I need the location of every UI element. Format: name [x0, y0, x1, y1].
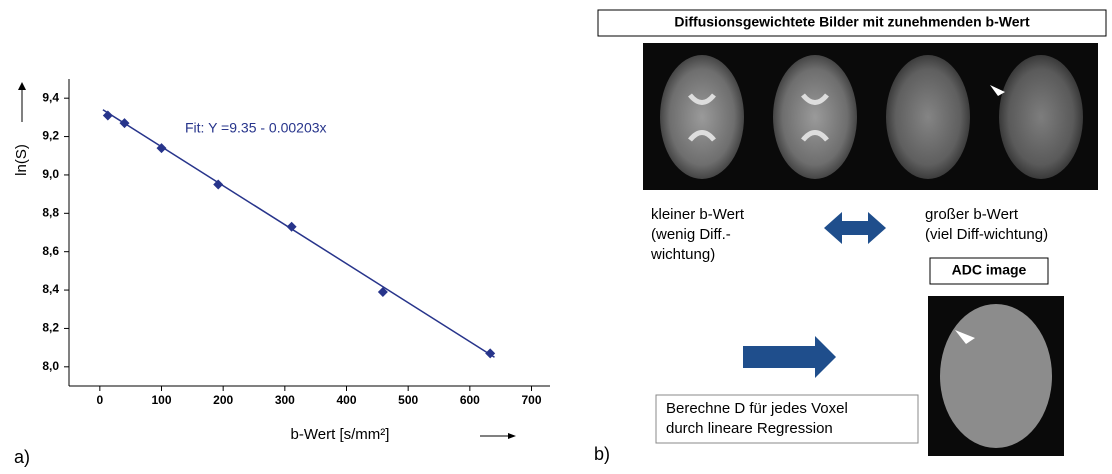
y-tick-label: 8,0 — [42, 359, 59, 373]
caption: (viel Diff-wichtung) — [925, 226, 1048, 243]
x-tick-label: 600 — [460, 393, 480, 407]
axis-arrow — [18, 82, 26, 90]
brain — [886, 55, 970, 179]
x-tick-label: 400 — [336, 393, 356, 407]
brain — [940, 304, 1052, 448]
y-tick-label: 8,6 — [42, 244, 59, 258]
y-tick-label: 8,8 — [42, 205, 59, 219]
brain — [773, 55, 857, 179]
brain — [999, 55, 1083, 179]
panel-label: a) — [14, 447, 30, 467]
y-tick-label: 9,2 — [42, 129, 59, 143]
double-arrow — [824, 212, 886, 244]
x-tick-label: 500 — [398, 393, 418, 407]
brain — [660, 55, 744, 179]
caption: (wenig Diff.- — [651, 226, 731, 243]
data-point — [103, 110, 113, 120]
y-axis-label: ln(S) — [13, 144, 30, 176]
x-tick-label: 0 — [96, 393, 103, 407]
figure: a) b) ln(S) b-Wert [s/mm²] Fit: Y =9.35 … — [0, 0, 1112, 469]
y-tick-label: 9,4 — [42, 90, 59, 104]
panel-label: b) — [594, 444, 610, 464]
y-tick-label: 8,4 — [42, 282, 59, 296]
note: durch lineare Regression — [666, 420, 833, 437]
x-axis-label: b-Wert [s/mm²] — [291, 426, 390, 443]
caption: wichtung) — [650, 246, 715, 263]
fit-label: Fit: Y =9.35 - 0.00203x — [185, 120, 327, 136]
y-tick-label: 9,0 — [42, 167, 59, 181]
y-tick-label: 8,2 — [42, 321, 59, 335]
data-point — [287, 222, 297, 232]
data-point — [120, 118, 130, 128]
x-tick-label: 100 — [151, 393, 171, 407]
x-tick-label: 200 — [213, 393, 233, 407]
caption: kleiner b-Wert — [651, 206, 745, 223]
diagram-title: Diffusionsgewichtete Bilder mit zunehmen… — [674, 14, 1030, 30]
adc-title: ADC image — [952, 262, 1027, 278]
x-tick-label: 700 — [521, 393, 541, 407]
x-tick-label: 300 — [275, 393, 295, 407]
note: Berechne D für jedes Voxel — [666, 400, 848, 417]
axis-arrow — [508, 433, 516, 439]
caption: großer b-Wert — [925, 206, 1019, 223]
arrow — [743, 336, 836, 378]
